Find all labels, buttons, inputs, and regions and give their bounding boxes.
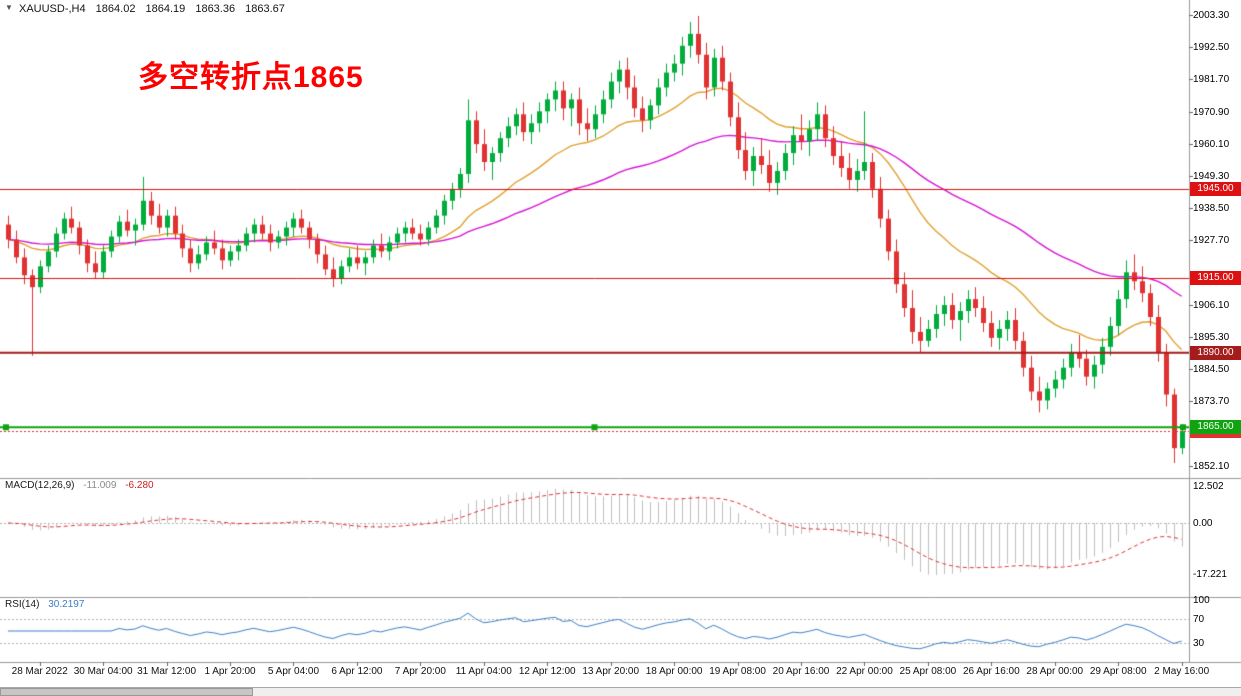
- price-axis-label: 1873.70: [1193, 396, 1230, 408]
- rsi-axis-label: 70: [1193, 613, 1205, 625]
- price-axis-label: 1981.70: [1193, 74, 1230, 86]
- price-axis-label: 1970.90: [1193, 106, 1230, 118]
- price-axis-label: 1927.70: [1193, 235, 1230, 247]
- horizontal-scrollbar[interactable]: [0, 687, 1241, 696]
- rsi-value: 30.2197: [48, 599, 85, 610]
- macd-main-value: -11.009: [83, 480, 117, 491]
- hline-price-badge: 1890.00: [1190, 345, 1241, 360]
- annotation-text[interactable]: 多空转折点1865: [138, 61, 364, 94]
- time-axis-label: 20 Apr 16:00: [772, 666, 830, 677]
- time-axis-label: 11 Apr 04:00: [455, 666, 512, 677]
- macd-name: MACD(12,26,9): [5, 480, 75, 491]
- time-axis-label: 5 Apr 04:00: [267, 666, 320, 677]
- ohlc-open-value: 1864.02: [95, 3, 136, 15]
- price-axis-label: 1949.30: [1193, 171, 1230, 183]
- ohlc-close-value: 1863.67: [245, 3, 285, 15]
- time-axis-label: 31 Mar 12:00: [137, 666, 197, 677]
- scrollbar-thumb[interactable]: [0, 688, 253, 696]
- time-axis-label: 2 May 16:00: [1154, 666, 1210, 677]
- hline-price-badge: 1945.00: [1190, 181, 1241, 196]
- time-axis-label: 6 Apr 12:00: [331, 666, 383, 677]
- price-axis-label: 1906.10: [1193, 299, 1230, 311]
- price-axis-label: 1852.10: [1193, 460, 1230, 472]
- time-axis-label: 28 Mar 2022: [11, 666, 68, 677]
- time-axis-label: 25 Apr 08:00: [899, 666, 957, 677]
- time-axis-label: 28 Apr 00:00: [1026, 666, 1084, 677]
- macd-axis-label: 0.00: [1193, 518, 1213, 529]
- price-axis-label: 1992.50: [1193, 42, 1230, 54]
- time-axis-label: 18 Apr 00:00: [645, 666, 703, 677]
- macd-indicator-label: MACD(12,26,9) -11.009 -6.280: [5, 480, 154, 491]
- rsi-axis-label: 100: [1193, 595, 1210, 606]
- rsi-panel-region[interactable]: [0, 598, 1189, 662]
- ohlc-high-value: 1864.19: [145, 3, 186, 15]
- time-axis-label: 1 Apr 20:00: [204, 666, 256, 677]
- time-axis-label: 13 Apr 20:00: [582, 666, 640, 677]
- rsi-indicator-label: RSI(14) 30.2197: [5, 599, 84, 610]
- macd-panel-region[interactable]: [0, 479, 1189, 597]
- macd-axis-label: 12.502: [1193, 480, 1224, 492]
- macd-signal-value: -6.280: [125, 480, 154, 491]
- price-axis-label: 1895.30: [1193, 331, 1230, 343]
- chart-title: ▼ XAUUSD-,H4 1864.02 1864.19 1863.36 186…: [5, 3, 285, 15]
- price-axis-label: 1938.50: [1193, 203, 1230, 215]
- symbol-timeframe-label: XAUUSD-,H4: [18, 3, 86, 15]
- rsi-name: RSI(14): [5, 599, 40, 610]
- macd-axis-label: -17.221: [1193, 569, 1227, 581]
- time-axis-label: 12 Apr 12:00: [518, 666, 576, 677]
- hline-price-badge: 1915.00: [1190, 271, 1241, 286]
- price-axis-label: 1960.10: [1193, 138, 1230, 150]
- chevron-down-icon[interactable]: ▼: [5, 3, 13, 12]
- price-axis-label: 1884.50: [1193, 364, 1230, 376]
- time-axis-label: 30 Mar 04:00: [73, 666, 133, 677]
- time-axis-label: 22 Apr 00:00: [836, 666, 893, 677]
- rsi-axis-label: 30: [1193, 638, 1205, 650]
- time-axis-label: 26 Apr 16:00: [962, 666, 1020, 677]
- time-axis-label: 7 Apr 20:00: [394, 666, 446, 677]
- ohlc-low-value: 1863.36: [195, 3, 236, 15]
- hline-price-badge: 1865.00: [1190, 420, 1241, 435]
- price-axis-label: 2003.30: [1193, 10, 1230, 22]
- time-axis-label: 29 Apr 08:00: [1089, 666, 1147, 677]
- time-axis-label: 19 Apr 08:00: [709, 666, 766, 677]
